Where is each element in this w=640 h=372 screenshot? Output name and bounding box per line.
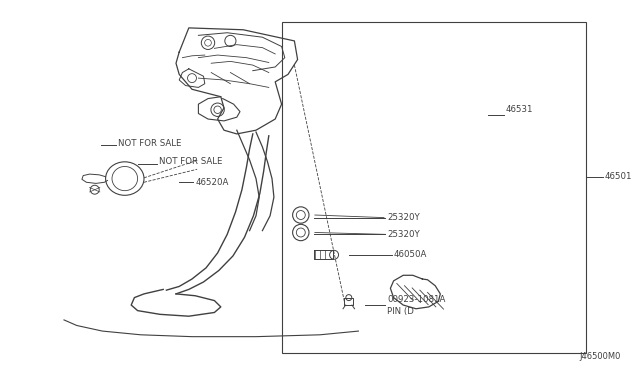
Ellipse shape — [106, 162, 144, 195]
Text: NOT FOR SALE: NOT FOR SALE — [159, 157, 222, 166]
Text: 00923-1081A: 00923-1081A — [387, 295, 445, 304]
Ellipse shape — [112, 166, 138, 190]
Text: 46501: 46501 — [605, 172, 632, 181]
Text: 25320Y: 25320Y — [387, 230, 420, 239]
Bar — [282, 22, 586, 353]
Text: 25320Y: 25320Y — [387, 213, 420, 222]
Text: NOT FOR SALE: NOT FOR SALE — [118, 139, 182, 148]
Text: 46520A: 46520A — [195, 178, 228, 187]
Text: 46050A: 46050A — [394, 250, 427, 259]
Text: PIN (D: PIN (D — [387, 307, 414, 316]
Text: J46500M0: J46500M0 — [579, 352, 621, 361]
Text: 46531: 46531 — [506, 105, 533, 114]
